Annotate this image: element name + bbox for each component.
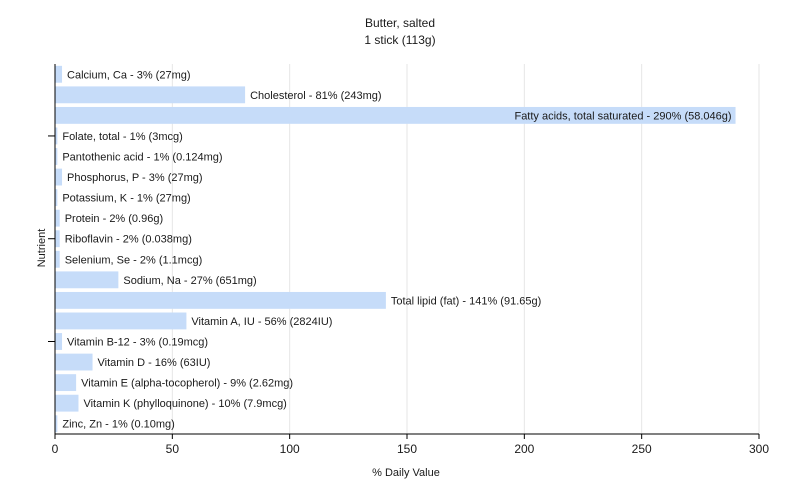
y-axis-label: Nutrient — [36, 229, 48, 268]
bar — [55, 271, 119, 289]
chart-subtitle: 1 stick (113g) — [364, 33, 435, 47]
bar — [55, 86, 246, 104]
bar-label: Folate, total - 1% (3mcg) — [62, 131, 182, 143]
bar — [55, 291, 386, 309]
bar — [55, 374, 77, 392]
bar-label: Selenium, Se - 2% (1.1mcg) — [65, 254, 203, 266]
bar-labels: Calcium, Ca - 3% (27mg) Cholesterol - 81%… — [62, 69, 731, 430]
bar — [55, 106, 736, 124]
bar-label: Calcium, Ca - 3% (27mg) — [67, 69, 190, 81]
bar — [55, 209, 60, 227]
bar — [55, 189, 58, 207]
bar — [55, 415, 58, 433]
bar — [55, 127, 58, 145]
bar-label: Potassium, K - 1% (27mg) — [62, 193, 190, 205]
x-tick-label: 150 — [397, 442, 417, 456]
x-tick-label: 300 — [749, 442, 769, 456]
bar — [55, 312, 187, 330]
bar-label: Pantothenic acid - 1% (0.124mg) — [62, 152, 222, 164]
bar-label: Total lipid (fat) - 141% (91.65g) — [391, 295, 541, 307]
x-tick-label: 50 — [166, 442, 180, 456]
bar-label: Vitamin D - 16% (63IU) — [98, 357, 211, 369]
bars — [55, 65, 736, 433]
bar — [55, 65, 63, 83]
x-ticks: 0 50 100 150 200 250 300 — [52, 434, 769, 456]
bar-label: Vitamin B-12 - 3% (0.19mcg) — [67, 337, 208, 349]
bar-label: Protein - 2% (0.96g) — [65, 213, 163, 225]
x-tick-label: 100 — [280, 442, 300, 456]
bar — [55, 168, 63, 186]
x-tick-label: 200 — [514, 442, 534, 456]
bar — [55, 394, 79, 412]
bar-label: Sodium, Na - 27% (651mg) — [123, 275, 256, 287]
bar-label: Vitamin E (alpha-tocopherol) - 9% (2.62m… — [81, 378, 293, 390]
bar — [55, 148, 58, 165]
bar — [55, 230, 60, 248]
chart-title: Butter, salted — [365, 16, 435, 30]
grid-lines — [171, 64, 760, 434]
bar — [55, 353, 93, 371]
bar-label: Fatty acids, total saturated - 290% (58.… — [514, 110, 731, 122]
bar-label: Vitamin A, IU - 56% (2824IU) — [191, 316, 332, 328]
bar — [55, 250, 60, 268]
bar-label: Vitamin K (phylloquinone) - 10% (7.9mcg) — [83, 398, 286, 410]
x-tick-label: 0 — [52, 442, 59, 456]
bar-label: Phosphorus, P - 3% (27mg) — [67, 172, 203, 184]
bar — [55, 333, 63, 350]
x-axis-label: % Daily Value — [372, 467, 440, 479]
bar-label: Zinc, Zn - 1% (0.10mg) — [62, 419, 174, 431]
x-tick-label: 250 — [632, 442, 652, 456]
bar-label: Riboflavin - 2% (0.038mg) — [65, 234, 192, 246]
bar-label: Cholesterol - 81% (243mg) — [250, 90, 381, 102]
